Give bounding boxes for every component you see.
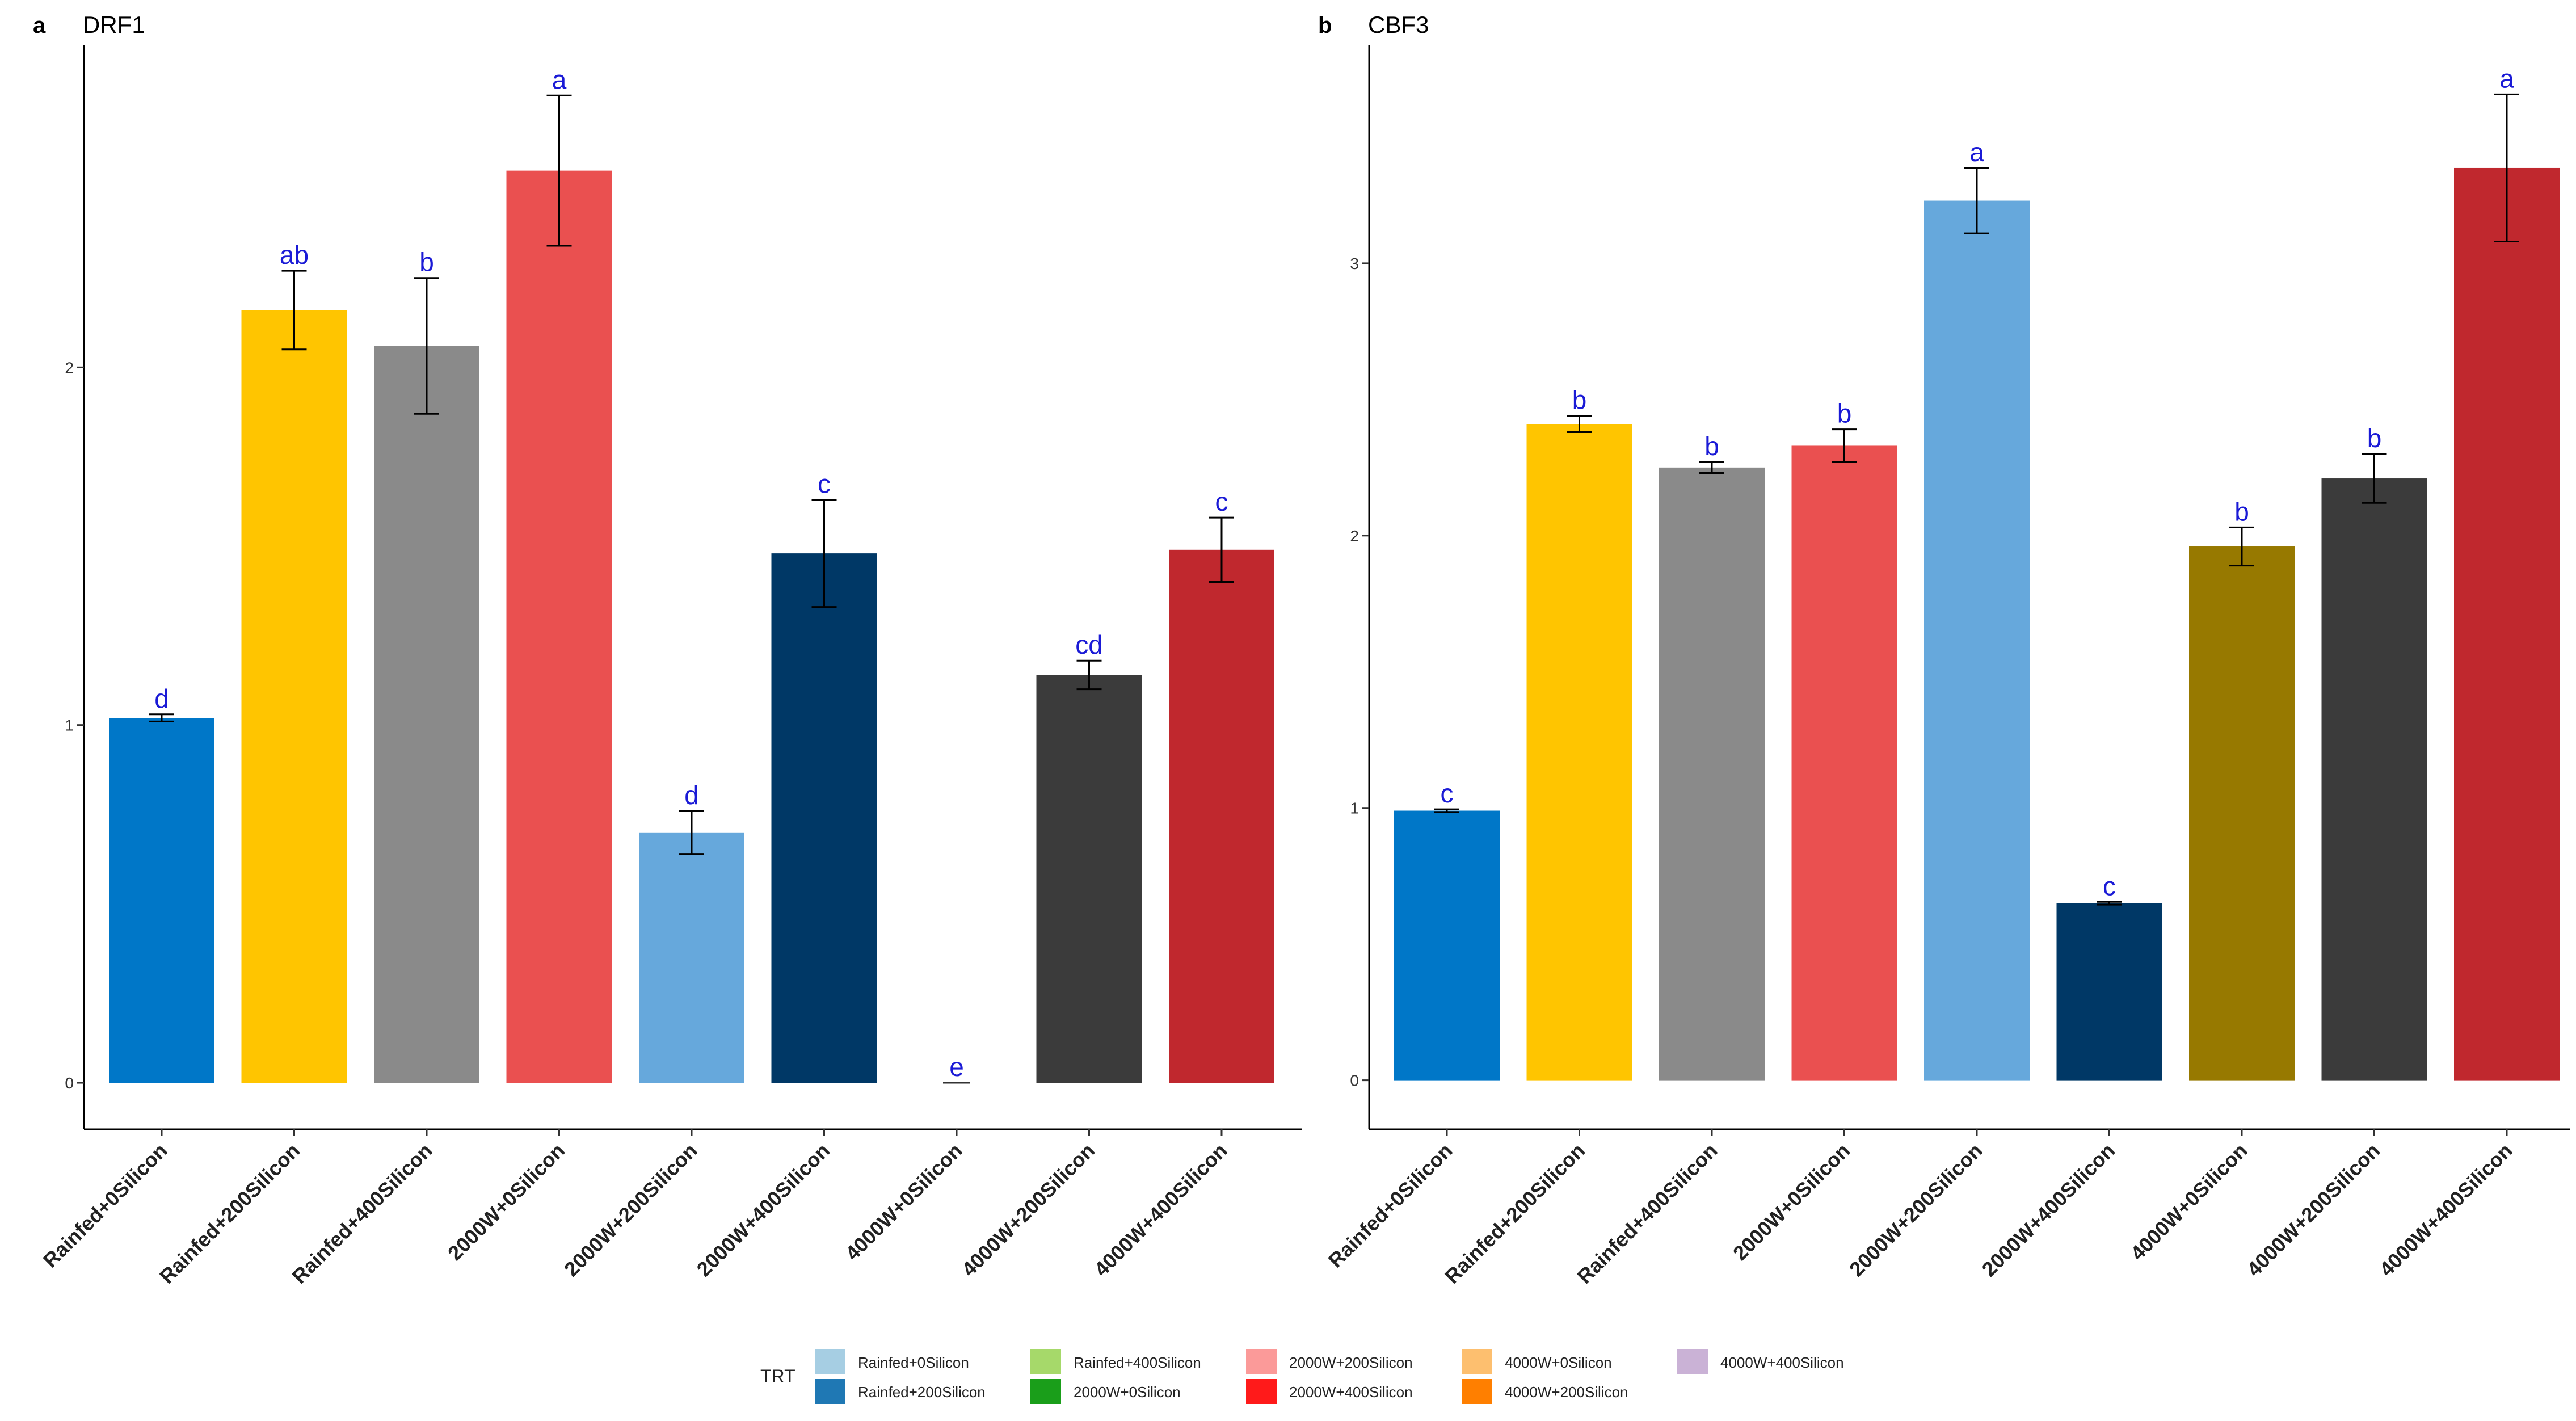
significance-letter: a bbox=[2499, 64, 2514, 93]
significance-letter: cd bbox=[1075, 630, 1103, 659]
panel-label: b bbox=[1318, 13, 1332, 38]
x-tick-label: 4000W+200Silicon bbox=[2242, 1139, 2384, 1281]
y-tick-label: 0 bbox=[65, 1074, 74, 1092]
significance-letter: b bbox=[419, 247, 434, 277]
x-tick-label: 2000W+400Silicon bbox=[1977, 1139, 2119, 1281]
bar bbox=[109, 718, 214, 1083]
panel-b-cbf3: b CBF3 0 1 2 3 c Rainfed+0Silicon b Rainfed+200Si… bbox=[1318, 11, 2570, 1288]
significance-letter: b bbox=[1704, 431, 1719, 461]
legend-swatch bbox=[815, 1349, 845, 1374]
x-tick-label: 2000W+400Silicon bbox=[692, 1139, 834, 1281]
bar bbox=[241, 310, 347, 1083]
significance-letter: e bbox=[949, 1052, 964, 1082]
significance-letter: c bbox=[2103, 871, 2116, 901]
x-tick-label: Rainfed+200Silicon bbox=[1440, 1139, 1589, 1288]
x-tick-label: Rainfed+200Silicon bbox=[155, 1139, 304, 1288]
bar bbox=[506, 170, 612, 1083]
chart-title: CBF3 bbox=[1368, 11, 1429, 38]
y-tick-label: 0 bbox=[1350, 1072, 1359, 1090]
legend-swatch bbox=[1246, 1349, 1277, 1374]
x-tick-label: Rainfed+400Silicon bbox=[288, 1139, 437, 1288]
legend-label: 4000W+0Silicon bbox=[1505, 1354, 1612, 1371]
significance-letter: d bbox=[154, 684, 169, 713]
legend-label: Rainfed+200Silicon bbox=[858, 1384, 986, 1401]
bar bbox=[1791, 445, 1897, 1081]
x-tick-label: 2000W+0Silicon bbox=[1728, 1139, 1854, 1265]
panel-label: a bbox=[33, 13, 46, 38]
panel-a-drf1: a DRF1012dRainfed+0SiliconabRainfed+200Si… bbox=[33, 11, 1302, 1288]
legend-swatch bbox=[1462, 1349, 1492, 1374]
y-tick-label: 3 bbox=[1350, 255, 1359, 272]
significance-letter: c bbox=[1441, 779, 1454, 808]
bar bbox=[2056, 903, 2162, 1081]
significance-letter: c bbox=[818, 469, 831, 499]
legend-title: TRT bbox=[760, 1366, 795, 1386]
legend-label: Rainfed+400Silicon bbox=[1074, 1354, 1201, 1371]
bar bbox=[1036, 675, 1142, 1083]
significance-letter: a bbox=[1969, 137, 1984, 167]
x-tick-label: 4000W+200Silicon bbox=[957, 1139, 1099, 1281]
bar bbox=[639, 832, 744, 1083]
significance-letter: d bbox=[684, 780, 699, 810]
bar bbox=[2321, 478, 2427, 1081]
significance-letter: b bbox=[2367, 423, 2382, 453]
bar bbox=[2454, 167, 2560, 1081]
legend-label: 4000W+400Silicon bbox=[1720, 1354, 1844, 1371]
legend-swatch bbox=[1030, 1349, 1061, 1374]
y-tick-label: 2 bbox=[1350, 527, 1359, 545]
bar bbox=[1526, 424, 1632, 1081]
x-tick-label: 2000W+200Silicon bbox=[1845, 1139, 1986, 1281]
x-tick-label: Rainfed+0Silicon bbox=[1324, 1139, 1457, 1272]
legend-swatch bbox=[1677, 1349, 1708, 1374]
legend-label: 4000W+200Silicon bbox=[1505, 1384, 1628, 1401]
bar bbox=[1394, 810, 1500, 1081]
bar bbox=[771, 553, 877, 1083]
legend-swatch bbox=[1030, 1379, 1061, 1404]
bar bbox=[1169, 549, 1274, 1083]
bar bbox=[374, 346, 479, 1083]
y-tick-label: 2 bbox=[65, 359, 74, 376]
y-tick-label: 1 bbox=[65, 717, 74, 734]
bar bbox=[1659, 467, 1765, 1081]
legend-label: 2000W+0Silicon bbox=[1074, 1384, 1181, 1401]
y-tick-label: 1 bbox=[1350, 800, 1359, 817]
legend: TRT Rainfed+0Silicon Rainfed+200Silicon Rai… bbox=[760, 1349, 1844, 1404]
bar bbox=[2189, 546, 2295, 1081]
legend-label: 2000W+200Silicon bbox=[1289, 1354, 1413, 1371]
chart-title: DRF1 bbox=[83, 11, 145, 38]
significance-letter: ab bbox=[280, 240, 309, 270]
legend-label: Rainfed+0Silicon bbox=[858, 1354, 969, 1371]
x-tick-label: Rainfed+0Silicon bbox=[39, 1139, 172, 1272]
significance-letter: b bbox=[1572, 385, 1587, 415]
significance-letter: b bbox=[2234, 497, 2249, 526]
legend-swatch bbox=[1246, 1379, 1277, 1404]
legend-swatch bbox=[815, 1379, 845, 1404]
legend-label: 2000W+400Silicon bbox=[1289, 1384, 1413, 1401]
bar bbox=[1924, 200, 2030, 1081]
x-tick-label: 2000W+0Silicon bbox=[443, 1139, 569, 1265]
significance-letter: b bbox=[1837, 399, 1852, 428]
x-tick-label: 4000W+0Silicon bbox=[841, 1139, 967, 1265]
legend-swatch bbox=[1462, 1379, 1492, 1404]
x-tick-label: 4000W+0Silicon bbox=[2126, 1139, 2252, 1265]
significance-letter: a bbox=[552, 65, 567, 94]
x-tick-label: 4000W+400Silicon bbox=[1089, 1139, 1231, 1281]
x-tick-label: 2000W+200Silicon bbox=[559, 1139, 701, 1281]
x-tick-label: Rainfed+400Silicon bbox=[1573, 1139, 1722, 1288]
significance-letter: c bbox=[1215, 487, 1228, 516]
x-tick-label: 4000W+400Silicon bbox=[2375, 1139, 2516, 1281]
